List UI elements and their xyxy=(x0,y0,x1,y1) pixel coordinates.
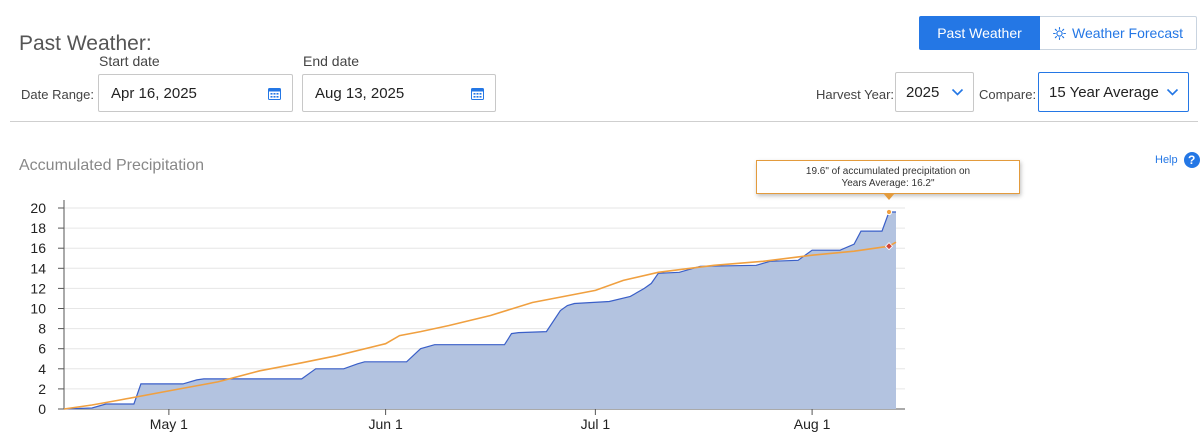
header-divider xyxy=(10,121,1198,122)
y-tick-label: 12 xyxy=(30,280,46,296)
calendar-icon[interactable] xyxy=(471,87,484,100)
x-tick-label: Aug 1 xyxy=(794,416,831,432)
help-icon: ? xyxy=(1183,152,1200,168)
tooltip-pointer xyxy=(883,193,895,200)
y-tick-label: 18 xyxy=(30,220,46,236)
y-tick-label: 0 xyxy=(38,401,46,417)
chevron-down-icon xyxy=(1166,88,1179,96)
past-weather-tab[interactable]: Past Weather xyxy=(919,16,1040,50)
help-label: Help xyxy=(1155,154,1178,166)
y-tick-label: 20 xyxy=(30,200,46,216)
page-title: Past Weather: xyxy=(19,32,152,56)
start-date-label: Start date xyxy=(99,53,160,69)
average-precipitation-line xyxy=(63,241,897,410)
x-axis: May 1 Jun 1 Jul 1 Aug 1 xyxy=(64,408,905,432)
harvest-year-select[interactable]: 2025 xyxy=(895,72,974,112)
tooltip-line-1: 19.6" of accumulated precipitation on xyxy=(805,166,971,177)
x-tick-label: Jul 1 xyxy=(581,416,611,432)
precipitation-marker xyxy=(885,208,893,216)
x-tick-label: May 1 xyxy=(150,416,188,432)
end-date-value: Aug 13, 2025 xyxy=(315,84,405,102)
y-tick-label: 2 xyxy=(38,381,46,397)
y-tick-label: 10 xyxy=(30,301,46,317)
hover-markers xyxy=(884,208,894,251)
x-tick-label: Jun 1 xyxy=(368,416,402,432)
chart-tooltip: 19.6" of accumulated precipitation on Ye… xyxy=(756,160,1020,194)
start-date-field[interactable]: Apr 16, 2025 xyxy=(98,74,293,112)
weather-forecast-label: Weather Forecast xyxy=(1071,25,1183,41)
help-link[interactable]: Help ? xyxy=(1155,152,1200,168)
y-tick-label: 14 xyxy=(30,260,46,276)
compare-select[interactable]: 15 Year Average xyxy=(1038,72,1189,112)
y-tick-label: 6 xyxy=(38,341,46,357)
date-range-label: Date Range: xyxy=(21,87,94,102)
chart-title: Accumulated Precipitation xyxy=(19,157,204,174)
end-date-label: End date xyxy=(303,53,360,69)
compare-label: Compare: xyxy=(979,87,1037,102)
weather-forecast-tab[interactable]: Weather Forecast xyxy=(1040,16,1197,50)
tooltip-line-2: Years Average: 16.2" xyxy=(841,178,935,189)
calendar-icon[interactable] xyxy=(268,87,281,100)
y-tick-label: 4 xyxy=(38,361,46,377)
harvest-year-label: Harvest Year: xyxy=(816,87,895,102)
y-tick-label: 8 xyxy=(38,321,46,337)
past-weather-label: Past Weather xyxy=(937,25,1022,41)
start-date-value: Apr 16, 2025 xyxy=(111,84,197,102)
average-marker xyxy=(884,242,894,251)
chevron-down-icon xyxy=(951,88,964,96)
y-tick-label: 16 xyxy=(30,240,46,256)
view-toggle: Past Weather Weather Forecast xyxy=(919,16,1197,50)
harvest-year-value: 2025 xyxy=(906,83,940,101)
accumulated-precipitation-area xyxy=(64,212,896,409)
compare-value: 15 Year Average xyxy=(1049,83,1159,101)
end-date-field[interactable]: Aug 13, 2025 xyxy=(302,74,496,112)
y-axis: 0 2 4 6 8 10 12 14 16 18 20 xyxy=(30,200,65,417)
sun-icon xyxy=(1052,26,1066,40)
accumulated-precipitation-line xyxy=(63,211,896,410)
